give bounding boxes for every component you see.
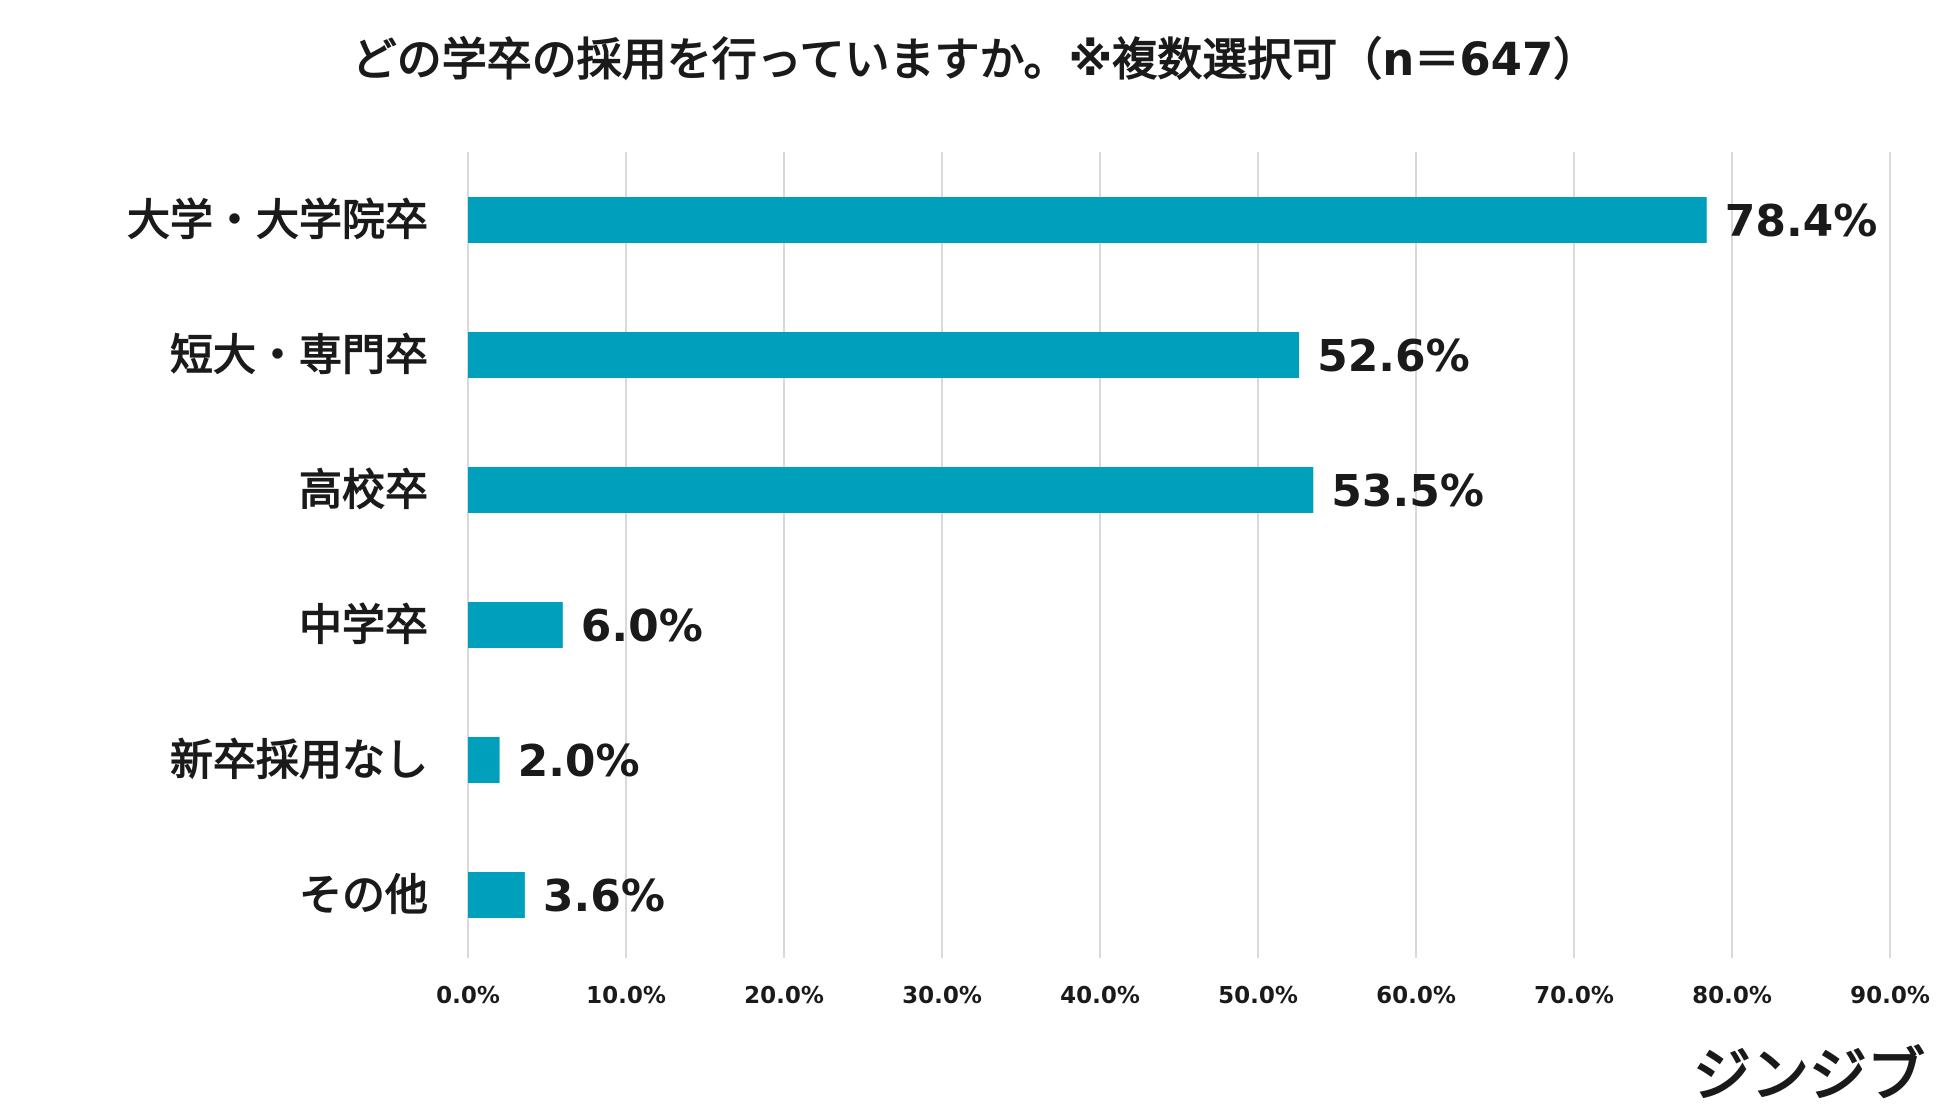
x-tick-label: 80.0% xyxy=(1692,983,1772,1009)
x-tick-label: 10.0% xyxy=(586,983,666,1009)
value-labels: 78.4% 52.6% 53.5% 6.0% 2.0% 3.6% xyxy=(518,196,1878,922)
x-tick-label: 50.0% xyxy=(1218,983,1298,1009)
value-label: 78.4% xyxy=(1725,196,1878,247)
bar-3 xyxy=(468,602,563,648)
gridlines xyxy=(467,152,1891,958)
bar-1 xyxy=(468,332,1300,378)
category-label: 短大・専門卒 xyxy=(170,331,428,381)
category-label: 中学卒 xyxy=(299,601,428,651)
bar-5 xyxy=(468,872,525,918)
chart-title: どの学卒の採用を行っていますか。※複数選択可（n＝647） xyxy=(352,33,1599,86)
x-tick-label: 60.0% xyxy=(1376,983,1456,1009)
x-tick-label: 30.0% xyxy=(902,983,982,1009)
category-label: 大学・大学院卒 xyxy=(127,196,428,246)
category-label: 高校卒 xyxy=(299,466,428,516)
brand-logo: ジンジブ xyxy=(1693,1041,1925,1109)
bars xyxy=(468,197,1707,918)
category-label: その他 xyxy=(299,871,428,921)
value-label: 3.6% xyxy=(543,871,665,922)
value-label: 53.5% xyxy=(1331,466,1484,517)
category-label: 新卒採用なし xyxy=(170,736,428,786)
bar-4 xyxy=(468,737,500,783)
value-label: 52.6% xyxy=(1317,331,1470,382)
x-axis-ticks: 0.0% 10.0% 20.0% 30.0% 40.0% 50.0% 60.0% 70.0% 8… xyxy=(436,983,1930,1009)
value-label: 6.0% xyxy=(581,601,703,652)
bar-2 xyxy=(468,467,1314,513)
value-label: 2.0% xyxy=(518,736,640,787)
x-tick-label: 20.0% xyxy=(744,983,824,1009)
x-tick-label: 70.0% xyxy=(1534,983,1614,1009)
x-tick-label: 0.0% xyxy=(436,983,500,1009)
x-tick-label: 90.0% xyxy=(1850,983,1930,1009)
x-tick-label: 40.0% xyxy=(1060,983,1140,1009)
bar-0 xyxy=(468,197,1707,243)
